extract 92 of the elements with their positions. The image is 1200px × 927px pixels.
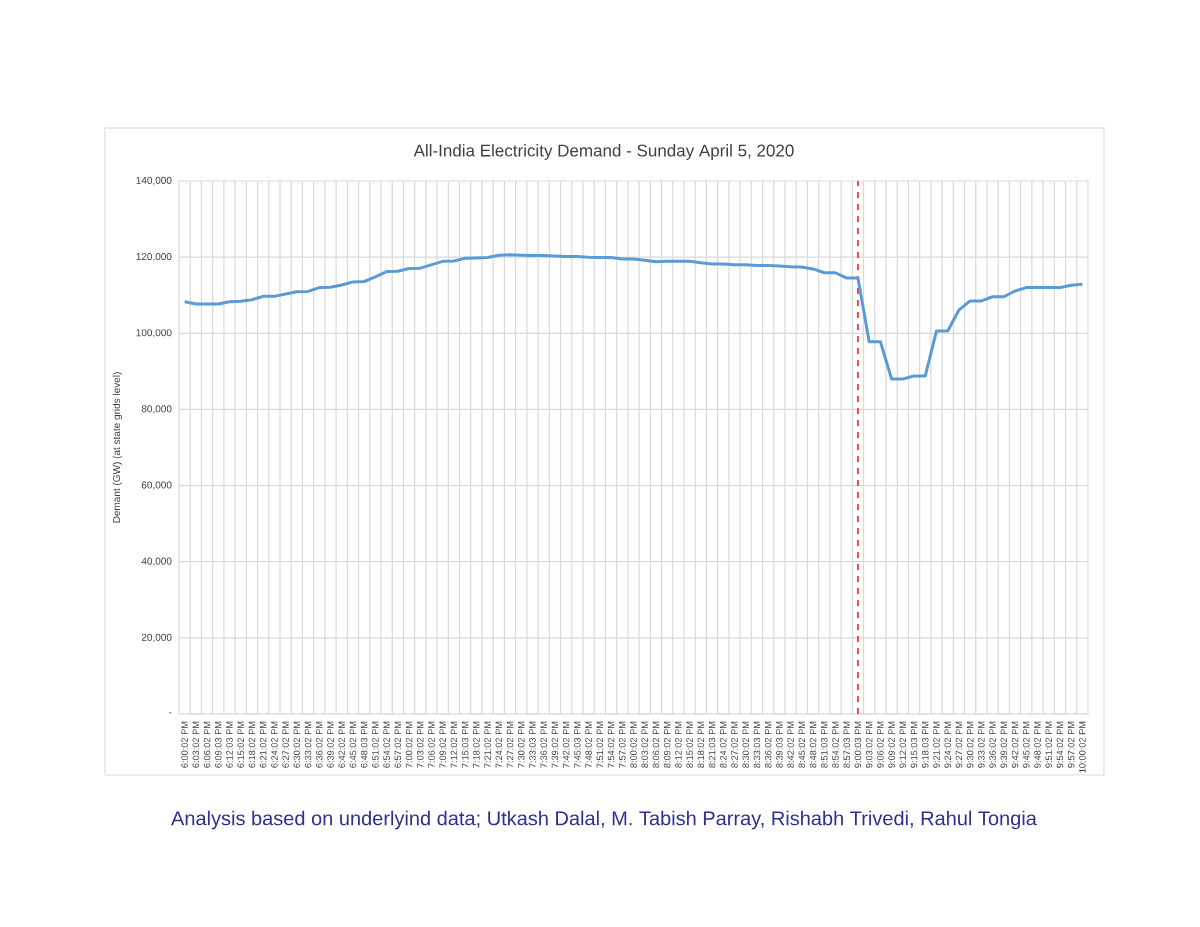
x-tick-label: 9:09:02 PM [888, 721, 895, 768]
x-tick-label: 8:33:03 PM [753, 721, 761, 768]
x-tick-label: 8:51:03 PM [821, 721, 828, 768]
x-tick-label: 6:12:03 PM [226, 721, 233, 768]
x-tick-label: 6:24:02 PM [271, 721, 278, 768]
x-tick-label: 9:27:02 PM [955, 721, 963, 768]
x-tick-label: 6:03:02 PM [192, 721, 200, 768]
x-tick-label: 7:00:02 PM [405, 721, 413, 768]
x-tick-label: 8:27:02 PM [731, 721, 738, 768]
x-tick-label: 6:57:02 PM [394, 721, 402, 768]
x-tick-label: 6:30:02 PM [293, 721, 301, 768]
y-tick-label: 20,000 [141, 633, 172, 642]
x-tick-label: 9:15:03 PM [910, 721, 918, 768]
y-axis-title: Demant (GW) (at state grids level) [112, 372, 123, 523]
x-tick-label: 6:39:02 PM [327, 721, 334, 768]
y-tick-label: 140,000 [136, 176, 172, 186]
x-tick-label: 6:42:02 PM [338, 721, 345, 768]
x-tick-label: 6:48:03 PM [360, 721, 368, 768]
x-tick-label: 9:06:02 PM [877, 721, 884, 768]
y-tick-label: 60,000 [141, 481, 172, 490]
x-tick-label: 9:24:02 PM [944, 721, 951, 768]
x-tick-label: 9:45:02 PM [1023, 721, 1030, 768]
x-tick-label: 7:12:02 PM [450, 721, 458, 768]
x-tick-label: 8:03:02 PM [641, 721, 648, 768]
x-tick-label: 8:48:02 PM [809, 721, 817, 768]
x-tick-label: 6:00:02 PM [181, 721, 188, 768]
x-tick-label: 8:30:02 PM [742, 721, 749, 768]
x-tick-label: 8:21:03 PM [708, 721, 716, 768]
x-tick-label: 7:18:02 PM [473, 721, 480, 768]
x-tick-label: 9:12:02 PM [899, 721, 907, 768]
x-tick-label: 8:36:02 PM [764, 721, 772, 768]
x-tick-label: 7:27:02 PM [506, 721, 514, 768]
x-tick-label: 8:00:02 PM [630, 721, 637, 768]
x-tick-label: 7:03:02 PM [417, 721, 424, 768]
chart-title: All-India Electricity Demand - Sunday April 5, 2020 [413, 144, 794, 160]
x-tick-label: 8:45:02 PM [798, 721, 806, 768]
x-tick-label: 8:42:02 PM [787, 721, 794, 768]
y-tick-label: 40,000 [141, 557, 172, 566]
x-tick-label: 8:15:02 PM [686, 721, 693, 768]
x-tick-label: 7:24:02 PM [495, 721, 503, 768]
x-tick-label: 6:21:02 PM [259, 721, 267, 768]
x-tick-label: 7:45:03 PM [574, 721, 581, 768]
x-tick-label: 8:57:03 PM [843, 721, 850, 768]
x-tick-label: 6:36:02 PM [316, 721, 323, 768]
y-tick-label: 100,000 [136, 329, 172, 338]
x-tick-label: 6:15:02 PM [237, 721, 244, 768]
x-tick-label: 7:21:02 PM [484, 721, 491, 768]
x-tick-label: 6:51:02 PM [372, 721, 379, 768]
x-tick-label: 8:54:02 PM [832, 721, 839, 768]
x-tick-label: 7:48:02 PM [585, 721, 592, 768]
x-tick-label: 9:21:02 PM [933, 721, 940, 768]
x-tick-label: 9:30:02 PM [966, 721, 974, 768]
x-tick-label: 9:51:02 PM [1045, 721, 1052, 768]
x-tick-label: 6:33:02 PM [304, 721, 312, 768]
text: Analysis based on underlyind data; Utkash Dalal, M. Tabish Parray, Rishabh Trivedi, Rahul Tongia [171, 810, 1037, 830]
x-tick-label: 6:54:02 PM [383, 721, 390, 768]
x-tick-label: 10:00:02 PM [1079, 721, 1086, 773]
y-tick-label: 80,000 [141, 405, 172, 414]
x-tick-label: 8:06:02 PM [652, 721, 660, 768]
x-tick-label: 8:12:02 PM [675, 721, 682, 768]
x-tick-label: 9:57:02 PM [1067, 721, 1075, 768]
x-tick-label: 6:45:02 PM [349, 721, 357, 768]
x-tick-label: 6:09:03 PM [215, 721, 222, 768]
x-tick-label: 8:39:03 PM [776, 721, 783, 768]
x-tick-label: 7:57:02 PM [619, 721, 626, 768]
x-tick-label: 9:03:02 PM [865, 721, 873, 768]
x-tick-label: 9:00:03 PM [854, 721, 862, 768]
x-tick-label: 9:48:02 PM [1034, 721, 1041, 768]
x-tick-label: 7:06:02 PM [428, 721, 435, 768]
x-tick-label: 9:42:02 PM [1011, 721, 1019, 768]
x-tick-label: 7:36:02 PM [540, 721, 547, 768]
x-tick-label: 7:42:02 PM [562, 721, 570, 768]
x-tick-label: 8:18:02 PM [697, 721, 705, 768]
x-tick-label: 7:30:02 PM [518, 721, 525, 768]
x-tick-label: 8:24:02 PM [720, 721, 727, 768]
x-tick-label: 7:09:02 PM [439, 721, 446, 768]
x-tick-label: 9:39:02 PM [1000, 721, 1008, 768]
x-tick-label: 9:36:02 PM [989, 721, 996, 768]
y-tick-label: 120,000 [136, 253, 172, 262]
x-tick-label: 6:06:02 PM [203, 721, 211, 768]
x-tick-label: 7:51:02 PM [596, 721, 604, 768]
x-tick-label: 7:39:02 PM [551, 721, 559, 768]
x-tick-label: 9:54:02 PM [1056, 721, 1064, 768]
x-tick-label: 9:33:02 PM [978, 721, 985, 768]
x-tick-label: 6:27:02 PM [282, 721, 289, 768]
y-tick-label: - [169, 712, 172, 714]
x-tick-label: 8:09:02 PM [663, 721, 671, 768]
x-tick-label: 9:18:03 PM [922, 721, 929, 768]
x-tick-label: 6:18:02 PM [248, 721, 256, 768]
x-tick-label: 7:54:02 PM [607, 721, 615, 768]
x-tick-label: 7:33:03 PM [529, 721, 536, 768]
x-tick-label: 7:15:03 PM [461, 721, 469, 768]
